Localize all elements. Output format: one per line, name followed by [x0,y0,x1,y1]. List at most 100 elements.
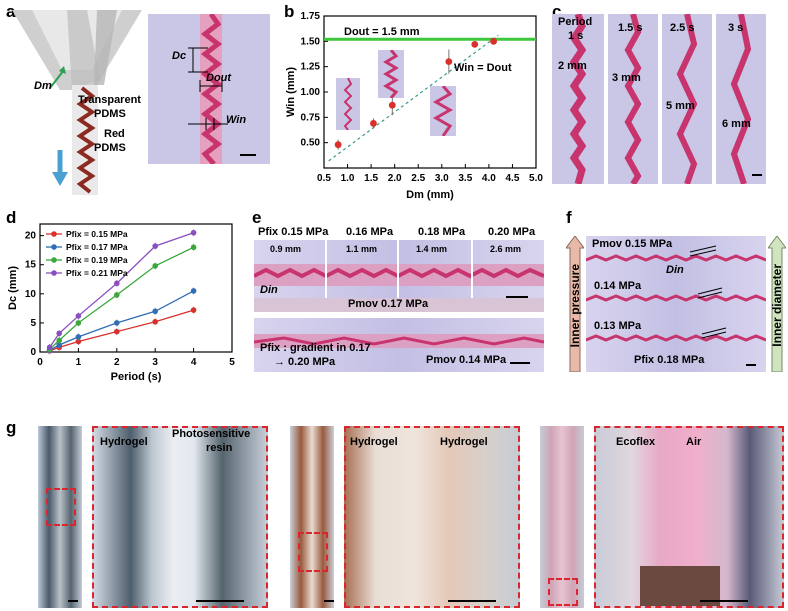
y-tick-label: 10 [25,289,37,300]
g2-zoom [344,426,520,608]
x-tick-label: 5.0 [529,173,543,184]
chart-b-inset-2 [378,50,404,98]
y-axis-label: Dc (mm) [7,266,19,310]
dm-label: Dm [34,80,52,92]
data-point [114,328,120,335]
y-tick-label: 0.75 [301,112,321,123]
period-3s: 3 s [728,22,744,34]
y-axis-label: Win (mm) [285,67,297,117]
g2-zoom-border [344,426,520,608]
data-point [75,334,82,340]
g2-hydrogel-2: Hydrogel [440,436,488,448]
panel-c: Period 1 s 1.5 s 2.5 s 3 s 2 mm 3 mm 5 m… [552,14,788,186]
chart-b-win-eq: Win = Dout [454,62,512,74]
legend-label: Pfix = 0.15 MPa [66,229,128,239]
panel-a: Dm Transparent PDMS Red PDMS Dc Dout Win [0,0,280,200]
g1-resin: resin [206,442,233,454]
series-line [49,290,194,351]
scale-bar [700,600,748,602]
data-point [75,320,82,326]
legend-label: Pfix = 0.21 MPa [66,268,128,278]
data-point [114,320,120,326]
scale-bar [68,600,78,602]
data-point [56,342,62,348]
x-tick-label: 2 [114,357,120,368]
x-tick-label: 1.5 [364,173,378,184]
series-line [49,232,194,348]
data-point [114,280,120,287]
g3-air: Air [686,436,702,448]
panel-label-b: b [284,2,295,21]
e-p020: 0.20 MPa [488,226,536,238]
data-point [388,101,396,109]
data-point [114,292,120,298]
x-tick-label: 3.5 [458,173,472,184]
scale-bar [240,154,256,156]
x-tick-label: 3.0 [435,173,449,184]
pdms-label-2: PDMS [94,142,126,154]
panel-label-e: e [252,208,262,227]
scale-bar [510,362,530,364]
x-tick-label: 1 [76,357,82,368]
dc-label: Dc [172,50,187,62]
g3-overview [540,426,584,608]
scale-bar [324,600,334,602]
strip-c-3 [662,14,712,184]
scale-bar [506,296,528,298]
g3-plug [640,566,720,606]
e-p016: 0.16 MPa [346,226,394,238]
e-top-plate [254,240,544,308]
scale-bar [752,174,762,176]
panel-f: Inner pressure Inner diameter Pmov 0.15 … [566,236,786,374]
data-point [334,141,342,149]
y-tick-label: 1.00 [301,87,321,98]
data-point [75,338,82,345]
y-tick-label: 5 [30,318,36,329]
pitch-2mm: 2 mm [558,60,587,72]
e-gradient-2: → 0.20 MPa [274,356,336,368]
chart-b-inset-1 [336,78,360,130]
data-point [46,344,53,351]
g1-inset-box [46,488,76,526]
y-tick-label: 20 [25,231,37,242]
data-point [152,308,158,315]
inner-pressure-arrow [566,236,584,372]
f-din: Din [666,264,684,276]
y-tick-label: 1.75 [301,11,321,22]
x-tick-label: 5 [229,357,235,368]
g1-photosensitive: Photosensitive [172,428,251,440]
e-pmov: Pmov 0.17 MPa [348,298,429,310]
plot-frame [39,223,233,353]
f-p013: 0.13 MPa [594,320,642,332]
x-axis-label: Period (s) [111,371,162,383]
period-1s: 1 s [568,30,584,42]
legend-marker [51,231,57,237]
x-tick-label: 4 [191,357,197,368]
legend-marker [51,257,57,263]
scale-bar [196,600,244,602]
inner-diameter-arrow [768,236,786,372]
g1-hydrogel: Hydrogel [100,436,148,448]
transparent-label: Transparent [78,94,141,106]
legend-marker [51,270,57,276]
period-label: Period [558,16,593,28]
x-tick-label: 1.0 [341,173,355,184]
scale-bar [746,364,756,366]
inner-diameter-label: Inner diameter [770,264,784,347]
e-w14: 1.4 mm [416,244,448,254]
nozzle-diagram [12,10,142,195]
g3-ecoflex: Ecoflex [616,436,656,448]
f-pmov: Pmov 0.15 MPa [592,238,673,250]
dout-label: Dout [206,72,232,84]
e-pmov-014: Pmov 0.14 MPa [426,354,507,366]
g1-zoom [92,426,268,608]
pdms-label-1: PDMS [94,108,126,120]
data-point [445,58,453,65]
legend-marker [51,244,57,250]
pitch-3mm: 3 mm [612,72,641,84]
data-point [490,37,497,45]
strip-c-4 [716,14,766,184]
data-point [56,330,62,337]
e-pmov-bar [254,298,544,312]
g2-hydrogel-1: Hydrogel [350,436,398,448]
